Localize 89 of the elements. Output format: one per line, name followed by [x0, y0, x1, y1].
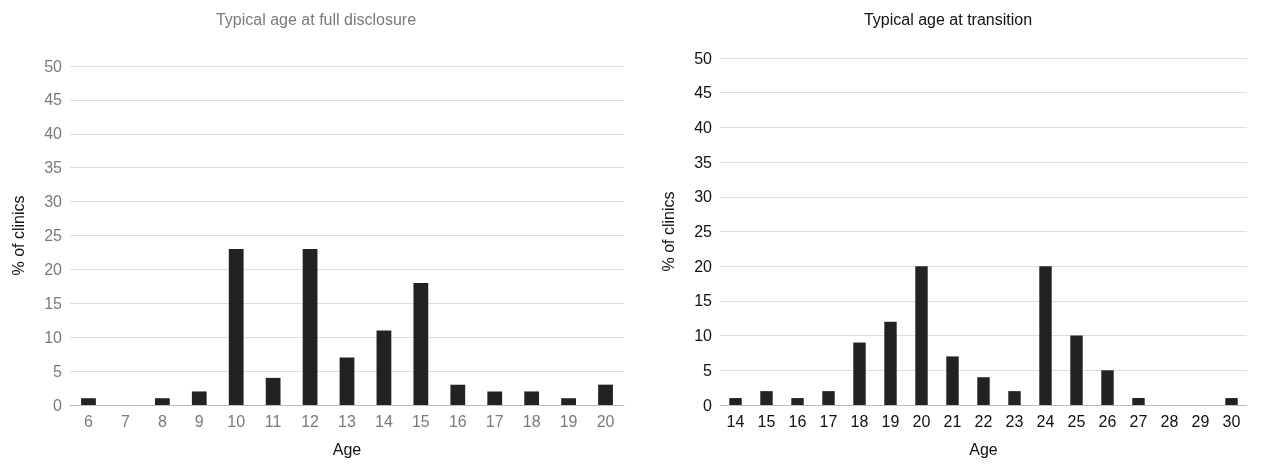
x-tick-label: 7 [120, 412, 130, 430]
bar [729, 398, 742, 405]
bar [946, 356, 959, 405]
x-tick-label: 6 [84, 412, 94, 430]
bar [81, 398, 96, 405]
bar [413, 282, 429, 405]
x-tick-label: 10 [227, 412, 246, 430]
x-tick-label: 22 [974, 412, 993, 430]
y-tick-label: 20 [694, 257, 713, 275]
y-tick-label: 35 [694, 153, 713, 171]
bar [302, 249, 318, 405]
x-tick-label: 13 [338, 412, 356, 430]
chart-title: Typical age at transition [863, 10, 1033, 28]
bar [915, 266, 928, 405]
y-axis-title: % of clinics [9, 195, 27, 276]
x-tick-label: 18 [850, 412, 869, 430]
bar [154, 398, 170, 405]
x-tick-label: 12 [301, 412, 320, 430]
x-tick-label: 21 [943, 412, 962, 430]
x-tick-label: 17 [819, 412, 838, 430]
y-tick-label: 50 [44, 57, 63, 75]
bar [791, 398, 804, 405]
bar [1070, 335, 1083, 405]
x-axis-title: Age [332, 440, 362, 458]
y-axis-title: % of clinics [659, 191, 677, 272]
bar [191, 391, 207, 405]
bar [228, 249, 244, 405]
bar [1132, 398, 1145, 405]
chart-title: Typical age at full disclosure [215, 10, 417, 28]
bar [487, 391, 503, 405]
x-tick-label: 29 [1191, 412, 1210, 430]
x-tick-label: 26 [1098, 412, 1117, 430]
bar [450, 384, 466, 405]
bar [1008, 391, 1021, 405]
y-tick-label: 5 [703, 361, 713, 379]
bar [884, 321, 897, 405]
x-tick-label: 28 [1160, 412, 1179, 430]
bar [1225, 398, 1238, 405]
x-tick-label: 14 [726, 412, 745, 430]
x-tick-label: 15 [411, 412, 430, 430]
x-tick-label: 9 [194, 412, 204, 430]
bar [1101, 370, 1114, 405]
y-tick-label: 10 [694, 327, 713, 345]
y-tick-label: 15 [694, 292, 713, 310]
y-tick-label: 15 [44, 294, 63, 312]
x-tick-label: 27 [1129, 412, 1148, 430]
y-tick-label: 25 [694, 223, 713, 240]
y-tick-label: 25 [44, 227, 63, 244]
y-tick-label: 45 [694, 84, 713, 102]
y-tick-label: 20 [44, 260, 63, 278]
x-tick-label: 23 [1005, 412, 1024, 430]
y-tick-label: 40 [694, 118, 713, 136]
y-tick-label: 40 [44, 125, 63, 143]
bar [524, 391, 540, 405]
x-tick-label: 16 [788, 412, 807, 430]
x-tick-label: 16 [448, 412, 467, 430]
x-tick-label: 14 [375, 412, 393, 430]
x-tick-label: 11 [264, 412, 282, 430]
bar [1039, 266, 1052, 405]
bar [339, 357, 355, 405]
bar [760, 391, 773, 405]
x-axis-title: Age [969, 440, 998, 458]
x-tick-label: 8 [157, 412, 167, 430]
bar [977, 377, 990, 405]
x-tick-label: 24 [1036, 412, 1055, 430]
x-tick-label: 20 [596, 412, 615, 430]
bar [265, 377, 281, 405]
x-tick-label: 18 [522, 412, 541, 430]
y-tick-label: 0 [53, 396, 63, 414]
x-tick-label: 25 [1067, 412, 1086, 430]
x-tick-label: 17 [485, 412, 504, 430]
bar [853, 342, 866, 405]
y-tick-label: 50 [694, 49, 713, 67]
x-tick-label: 15 [757, 412, 776, 430]
x-tick-label: 19 [881, 412, 900, 430]
bar [376, 330, 392, 405]
y-tick-label: 5 [53, 362, 63, 380]
y-tick-label: 30 [694, 188, 713, 206]
y-tick-label: 10 [44, 328, 63, 346]
y-tick-label: 45 [44, 91, 63, 109]
bar [822, 391, 835, 405]
bar [598, 384, 613, 405]
y-tick-label: 0 [703, 396, 713, 414]
x-tick-label: 20 [912, 412, 931, 430]
y-tick-label: 35 [44, 159, 63, 177]
x-tick-label: 30 [1222, 412, 1241, 430]
y-tick-label: 30 [44, 193, 63, 211]
x-tick-label: 19 [559, 412, 578, 430]
bar [561, 398, 576, 405]
